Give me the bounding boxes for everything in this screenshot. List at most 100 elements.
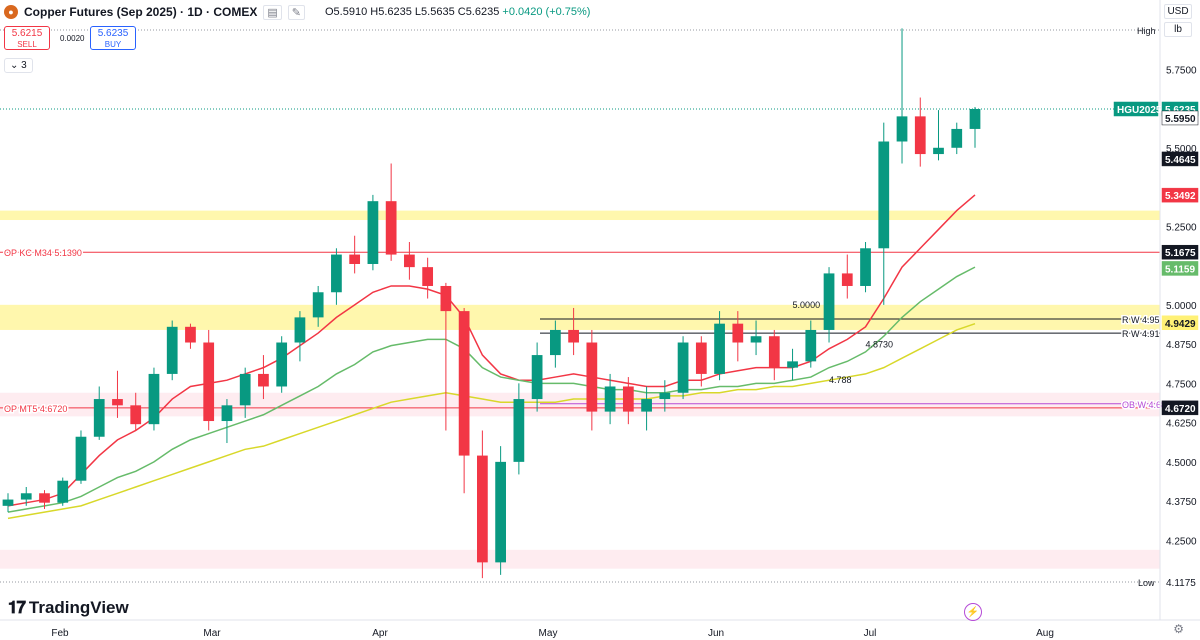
candle-body: [860, 248, 871, 286]
buy-button[interactable]: 5.6235 BUY: [90, 26, 136, 50]
compare-icon[interactable]: ▤: [263, 4, 282, 20]
axis-price-text-4: 5.3492: [1165, 191, 1196, 202]
candle-body: [531, 355, 543, 400]
candle-body: [659, 392, 671, 400]
annotation-0: 5.0000: [793, 300, 821, 310]
low-value: L5.5635: [414, 6, 455, 18]
gear-icon[interactable]: ⚙: [1173, 622, 1184, 636]
candle-body: [93, 399, 105, 437]
price-zone-3: [0, 549, 1160, 569]
unit-label[interactable]: lb: [1164, 22, 1192, 37]
candle-body: [622, 386, 634, 412]
symbol-title[interactable]: Copper Futures (Sep 2025) · 1D · COMEX: [24, 5, 258, 19]
axis-price-text-8: 4.6720: [1165, 404, 1196, 415]
candle-body: [549, 329, 561, 356]
candle-body: [586, 342, 598, 412]
candle-body: [695, 342, 707, 374]
axis-price-tag-7: [1161, 315, 1199, 331]
candle-body: [276, 342, 288, 387]
candle-body: [841, 273, 853, 286]
candle-body: [2, 499, 14, 506]
candle-body: [568, 329, 579, 343]
price-tick-label: 4.2500: [1166, 536, 1197, 547]
candle-body: [513, 399, 525, 462]
price-tick-label: 5.5000: [1166, 144, 1197, 155]
pencil-icon[interactable]: ✎: [287, 4, 305, 20]
high-value: H5.6235: [370, 6, 412, 18]
candle-body: [914, 116, 926, 155]
axis-price-text-2: 5.5950: [1165, 114, 1196, 125]
axis-price-tag-4: [1161, 187, 1199, 203]
axis-price-tag-0: [1113, 101, 1159, 117]
candle-body: [331, 254, 342, 293]
high-label: High: [1137, 26, 1156, 36]
price-tick-label: 5.7500: [1166, 65, 1197, 76]
time-tick-label: Jul: [864, 628, 877, 639]
candle-body: [750, 336, 762, 343]
axis-price-tag-2: [1161, 110, 1199, 126]
axis-price-text-7: 4.9429: [1165, 319, 1196, 330]
low-label: Low: [1138, 578, 1155, 588]
candle-body: [203, 342, 215, 422]
time-tick-label: Jun: [708, 628, 724, 639]
candle-body: [148, 373, 160, 425]
axis-price-text-5: 5.1675: [1165, 248, 1196, 259]
candle-body: [20, 493, 32, 500]
price-zone-1: [0, 304, 1160, 330]
currency-label[interactable]: USD: [1164, 4, 1192, 19]
candle-body: [367, 201, 379, 264]
candle-body: [57, 480, 69, 503]
price-zone-0: [0, 210, 1160, 221]
candle-body: [732, 323, 744, 343]
spread-value: 0.0020: [60, 34, 85, 43]
candle-body: [878, 141, 890, 249]
ohlc-readout: O5.5910 H5.6235 L5.5635 C5.6235 +0.0420 …: [325, 6, 590, 18]
ma-fast-line: [7, 194, 976, 507]
level-label-2: R W 4.95: [1122, 315, 1160, 325]
candle-body: [239, 373, 251, 406]
candle-body: [604, 386, 616, 412]
copper-coin-icon: ●: [4, 5, 18, 19]
axis-price-tag-3: [1161, 151, 1199, 167]
candle-body: [805, 329, 817, 362]
annotation-1: 4.8730: [866, 340, 894, 350]
tradingview-mark-icon: 𝟏𝟕: [8, 598, 26, 617]
candle-body: [477, 455, 488, 563]
time-tick-label: Aug: [1036, 628, 1054, 639]
candle-body: [951, 128, 963, 148]
price-tick-label: 4.8750: [1166, 340, 1197, 351]
candle-body: [258, 373, 269, 387]
change-value: +0.0420 (+0.75%): [502, 6, 591, 18]
candle-body: [312, 292, 324, 318]
tradingview-logo[interactable]: 𝟏𝟕 TradingView: [8, 598, 129, 618]
lightning-icon[interactable]: ⚡: [964, 603, 982, 621]
candle-body: [440, 285, 452, 312]
candle-body: [221, 405, 233, 422]
level-label-0: OP KC M34 5.1390: [4, 248, 82, 258]
sell-button[interactable]: 5.6215 SELL: [4, 26, 50, 50]
price-tick-label: 5.2500: [1166, 222, 1197, 233]
buy-price: 5.6235: [97, 28, 129, 39]
axis-price-tag-8: [1161, 400, 1199, 416]
sell-price: 5.6215: [11, 28, 43, 39]
axis-price-text-1: 5.6235: [1165, 105, 1196, 116]
price-tick-label: 4.7500: [1166, 379, 1197, 390]
axis-price-text-0: HGU2025: [1117, 105, 1162, 116]
candle-body: [787, 361, 798, 368]
price-zone-2: [0, 392, 1160, 417]
price-tick-label: 4.6250: [1166, 419, 1197, 430]
buy-label: BUY: [104, 40, 122, 49]
candle-body: [714, 323, 725, 374]
currency-panel[interactable]: USD lb: [1164, 4, 1192, 40]
indicator-toggle[interactable]: ⌄ 3: [4, 58, 33, 73]
candle-body: [422, 267, 434, 286]
candle-body: [641, 399, 652, 412]
time-tick-label: Apr: [372, 628, 388, 639]
axis-price-text-6: 5.1159: [1165, 264, 1195, 275]
candle-body: [495, 461, 506, 563]
price-tick-label: 5.0000: [1166, 301, 1197, 312]
sell-label: SELL: [17, 40, 37, 49]
logo-text: TradingView: [28, 598, 129, 617]
